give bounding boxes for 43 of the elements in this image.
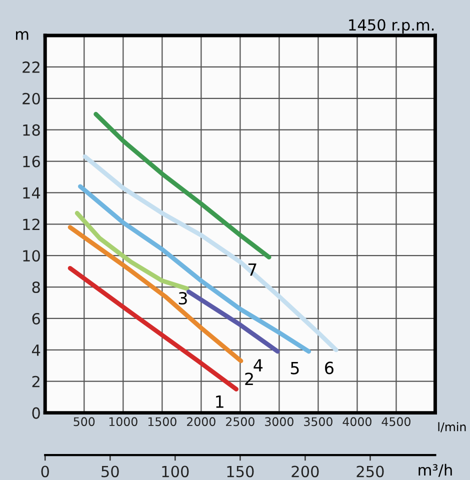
x-tick-label: 4500 <box>382 417 410 426</box>
x-axis-title: l/min <box>438 422 466 432</box>
series-label: 5 <box>290 362 299 374</box>
y-tick-label: 0 <box>32 407 40 419</box>
y-tick-label: 16 <box>23 156 40 168</box>
x2-tick-label: 250 <box>356 466 384 478</box>
x2-axis-title: m³/h <box>418 464 452 477</box>
x2-tick-label: 200 <box>292 466 319 478</box>
series-label: 7 <box>248 264 256 276</box>
line-series <box>68 225 244 364</box>
line-series <box>78 184 312 354</box>
y-tick-label: 8 <box>32 282 40 294</box>
series-label: 3 <box>178 292 187 305</box>
x-tick-label: 3000 <box>265 417 294 426</box>
x2-tick-label: 100 <box>162 466 189 478</box>
x2-tick-label: 150 <box>227 466 254 478</box>
x-tick-label: 4000 <box>342 417 372 426</box>
line-series <box>94 112 272 260</box>
line-series <box>74 210 190 291</box>
y-tick-label: 18 <box>23 124 40 136</box>
y-tick-label: 20 <box>22 92 40 104</box>
y-tick-label: 4 <box>32 344 40 356</box>
series-label: 1 <box>216 396 224 408</box>
y-tick-label: 22 <box>22 61 40 73</box>
line-series <box>82 154 338 352</box>
y-tick-label: 10 <box>23 250 40 262</box>
x-tick-label: 1000 <box>109 417 138 426</box>
x2-tick-label: 50 <box>102 466 119 478</box>
x-tick-label: 1500 <box>148 417 176 426</box>
y-tick-label: 14 <box>23 187 40 199</box>
series-label: 4 <box>254 359 263 372</box>
x-tick-label: 500 <box>74 417 95 426</box>
x-tick-label: 3500 <box>304 417 332 426</box>
x-tick-label: 2500 <box>226 417 254 426</box>
series-label: 6 <box>325 362 334 374</box>
line-series <box>68 266 238 392</box>
x-tick-label: 2000 <box>187 417 216 426</box>
y-tick-label: 2 <box>32 376 40 388</box>
x2-tick-label: 0 <box>41 466 49 478</box>
y-axis-title: m <box>16 31 28 40</box>
text: 1450 r.p.m. <box>349 19 434 34</box>
y-tick-label: 6 <box>32 312 40 324</box>
y-tick-label: 12 <box>23 218 40 230</box>
